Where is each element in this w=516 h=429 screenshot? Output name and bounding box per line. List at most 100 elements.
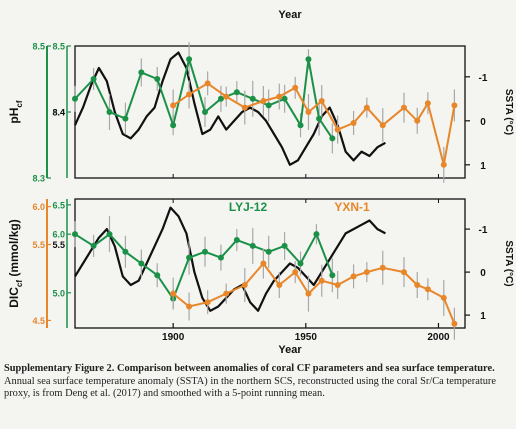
series-point (276, 282, 283, 288)
series-point (318, 277, 325, 284)
series-point (260, 260, 267, 267)
left-axis-label-sub: cf (15, 100, 24, 107)
series-point (249, 242, 256, 249)
series-point (72, 231, 78, 238)
series-point (154, 272, 161, 279)
series-point (305, 56, 312, 63)
series-point (186, 91, 193, 98)
x-tick-label: 1900 (162, 332, 185, 343)
series-point (106, 109, 113, 115)
series-point (90, 242, 97, 249)
left-black-tick-label: 8.4 (52, 108, 65, 118)
series-point (440, 294, 447, 301)
right-axis-label: SSTA (°C) (503, 89, 514, 135)
series-point (241, 282, 248, 288)
left-outer-tick-label: 8.3 (32, 174, 45, 184)
series-point (305, 290, 312, 297)
x-tick-label: 2000 (427, 332, 450, 343)
series-point (379, 122, 386, 129)
series-point (170, 290, 177, 297)
series-line (73, 51, 386, 166)
series-point (297, 260, 304, 267)
series-point (90, 76, 97, 82)
series-point (316, 115, 323, 122)
x-tick-label: 1950 (295, 332, 318, 343)
series-point (72, 95, 78, 102)
figure-caption: Supplementary Figure 2. Comparison betwe… (4, 363, 512, 401)
series-point (186, 56, 193, 63)
series-point (233, 89, 240, 96)
series-line (172, 82, 456, 166)
series-point (260, 98, 267, 104)
left-axis-label: DICcf (mmol/kg) (7, 219, 24, 307)
right-tick-label: 1 (480, 161, 486, 172)
series-point (170, 102, 177, 109)
series-point (334, 282, 341, 288)
left-outer-tick-label: 6.0 (32, 202, 45, 212)
series-point (241, 104, 248, 111)
series-point (414, 117, 421, 124)
plot-frame (74, 198, 466, 329)
series-point (170, 122, 177, 129)
series-point (223, 290, 230, 297)
series-point (204, 80, 211, 87)
series-point (329, 272, 336, 279)
series-point (318, 98, 325, 104)
left-inner-tick-label: 8.4 (52, 108, 65, 118)
series-point (249, 95, 256, 102)
series-point (106, 231, 113, 238)
right-tick-label: 0 (480, 117, 486, 128)
series-point (217, 95, 224, 102)
series-point (233, 237, 240, 244)
series-point (451, 320, 458, 327)
right-tick-label: -1 (479, 225, 488, 236)
series-point (424, 286, 431, 293)
left-inner-tick-label: 8.5 (52, 42, 65, 52)
series-point (202, 109, 208, 115)
right-tick-label: 0 (480, 268, 486, 279)
series-point (122, 248, 129, 255)
series-point (122, 115, 129, 122)
series-point (281, 95, 288, 102)
series-point (281, 242, 288, 249)
series-point (363, 269, 370, 276)
series-point (329, 135, 336, 142)
right-tick-label: -1 (479, 73, 488, 84)
caption-title: Supplementary Figure 2. Comparison betwe… (4, 363, 495, 374)
series-point (138, 69, 145, 76)
series-point (363, 104, 370, 111)
series-point (154, 76, 161, 82)
left-axis-label: pHcf (7, 100, 24, 123)
series-point (400, 104, 407, 111)
left-black-tick-label: 5.5 (52, 240, 65, 250)
right-axis-label: SSTA (°C) (503, 240, 514, 286)
series-point (451, 102, 458, 109)
left-axis-label-unit: (mmol/kg) (7, 219, 21, 280)
left-inner-tick-label: 6.0 (52, 230, 65, 240)
series-point (334, 126, 341, 133)
series-point (313, 231, 320, 238)
right-tick-label: 1 (480, 311, 486, 322)
series-point (276, 93, 283, 100)
left-axis-label-sub: cf (15, 280, 24, 287)
left-outer-tick-label: 4.5 (32, 316, 45, 326)
left-outer-tick-label: 8.5 (32, 42, 45, 52)
series-point (400, 269, 407, 276)
left-outer-tick-label: 5.5 (32, 240, 45, 250)
series-point (305, 109, 312, 115)
left-inner-tick-label: 6.5 (52, 200, 65, 210)
series-point (297, 122, 304, 129)
series-point (292, 84, 299, 91)
series-point (204, 299, 211, 306)
series-point (414, 282, 421, 288)
series-point (265, 248, 272, 255)
series-point (292, 269, 299, 276)
series-point (379, 264, 386, 271)
annotation-lyj: LYJ-12 (229, 200, 268, 214)
series-line (74, 58, 334, 139)
left-inner-tick-label: 5.0 (52, 288, 65, 298)
caption-body: Annual sea surface temperature anomaly (… (4, 375, 496, 400)
